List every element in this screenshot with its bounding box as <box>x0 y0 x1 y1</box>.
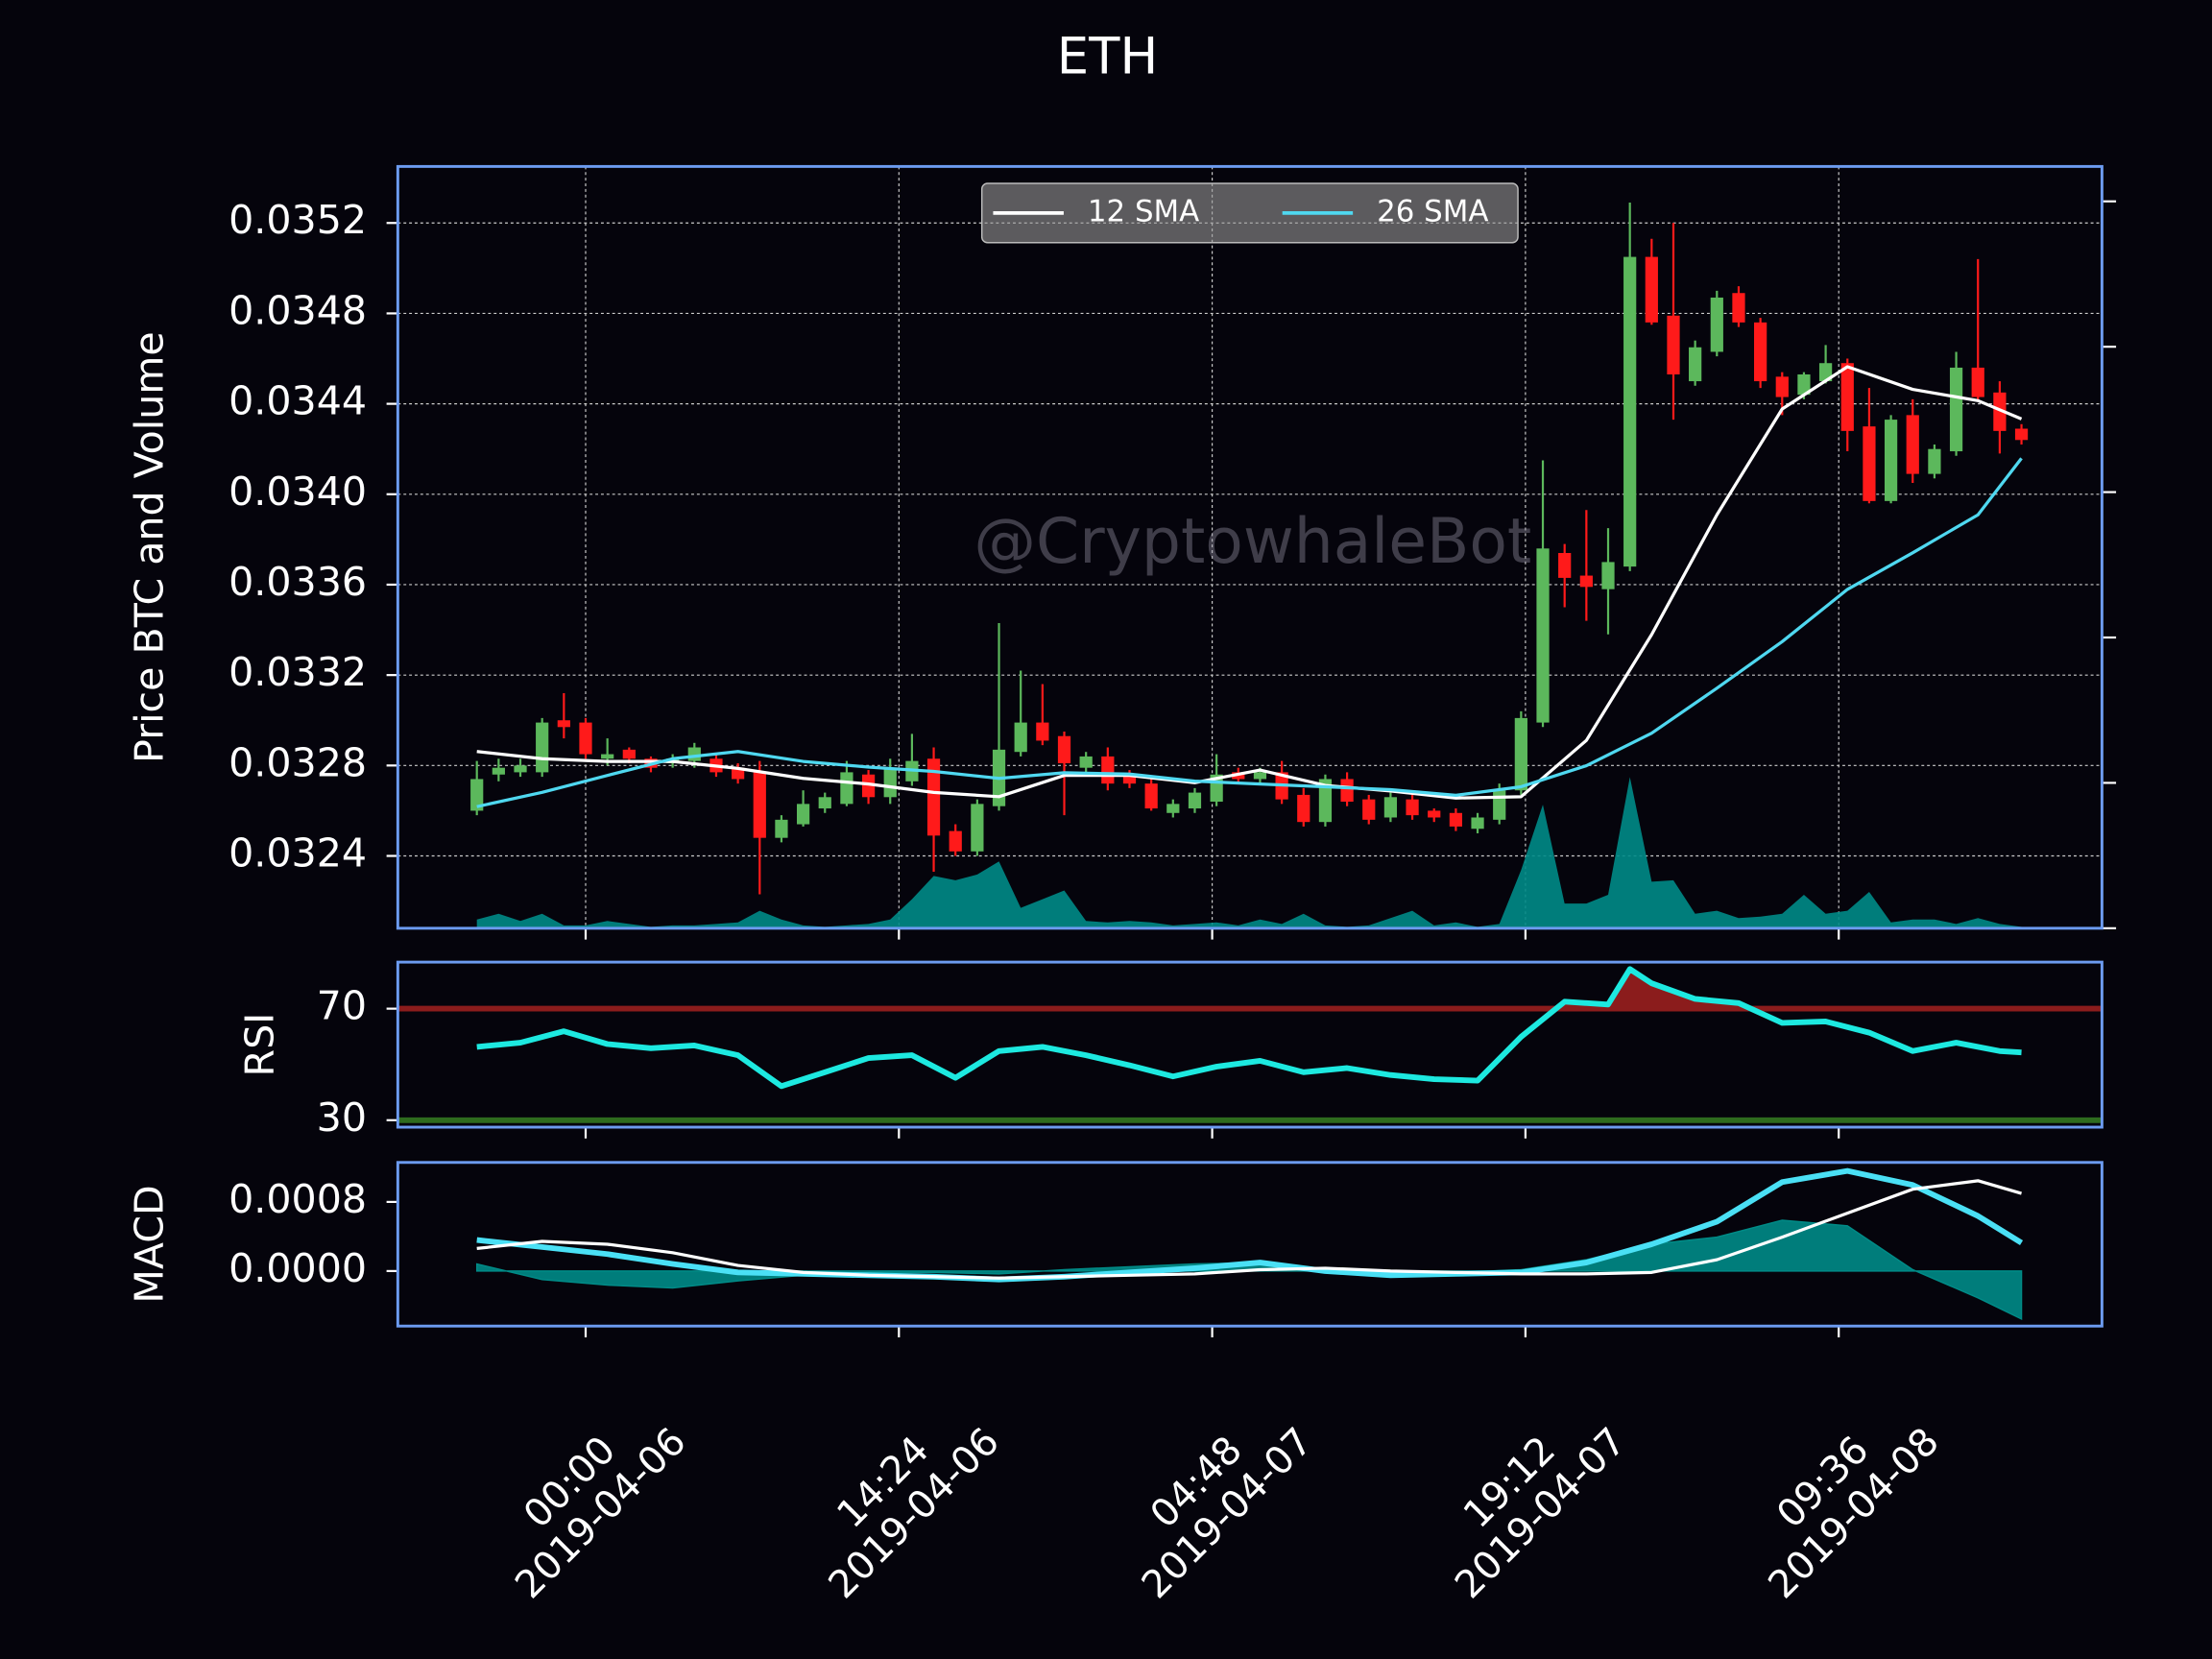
y-tick-label: 70 <box>317 983 367 1029</box>
y-axis-label: Price BTC and Volume <box>127 331 173 763</box>
threshold-fill <box>476 969 2022 1009</box>
candle-body <box>1101 756 1115 784</box>
candle-body <box>1014 722 1027 753</box>
candle-body <box>2014 428 2029 441</box>
candle-body <box>1689 347 1702 382</box>
candle-body <box>1253 772 1267 780</box>
y-tick-label: 30 <box>317 1094 367 1141</box>
candle-body <box>1710 297 1723 352</box>
candle-body <box>1471 817 1484 830</box>
candle-body <box>1318 779 1333 823</box>
candle-body <box>1514 717 1527 791</box>
candle-body <box>1971 367 1984 397</box>
candle-body <box>818 797 831 809</box>
axes-frame <box>396 164 2104 930</box>
candle-body <box>470 779 484 811</box>
series-line <box>476 1179 2022 1280</box>
series-line <box>476 457 2023 808</box>
candle-body <box>1036 722 1049 741</box>
legend-box <box>980 182 1519 244</box>
chart-title: ETH <box>1057 27 1158 85</box>
candle-body <box>536 722 549 773</box>
candle-body <box>1122 774 1137 784</box>
plot-area <box>475 1167 2024 1321</box>
legend-label: 26 SMA <box>1377 194 1488 228</box>
candle-body <box>1057 735 1071 763</box>
axes-frame <box>396 1161 2104 1328</box>
candle-body <box>796 804 810 825</box>
plot-area <box>397 166 2103 928</box>
candle-body <box>1428 810 1441 818</box>
candle-body <box>1906 415 1919 474</box>
series-line <box>476 966 2022 1090</box>
candle-body <box>1383 797 1398 818</box>
candle-body <box>926 758 941 836</box>
candle-body <box>1536 548 1550 723</box>
candle-body <box>732 767 745 780</box>
candle-body <box>1775 376 1789 397</box>
candle-body <box>861 774 876 798</box>
candle-body <box>1144 783 1158 809</box>
candle-body <box>1667 315 1680 375</box>
candle-body <box>601 754 614 759</box>
y-tick-label: 0.0328 <box>228 739 367 785</box>
candle-body <box>1493 790 1506 820</box>
legend-label: 12 SMA <box>1088 194 1199 228</box>
candle-body <box>949 830 962 852</box>
candle-body <box>1928 448 1941 474</box>
axes-frame <box>396 960 2104 1129</box>
candle-body <box>1949 367 1963 452</box>
candle-body <box>1188 792 1202 809</box>
series-line <box>476 365 2023 800</box>
candle-body <box>840 772 854 805</box>
candle-body <box>1449 812 1463 827</box>
candle-body <box>1863 426 1876 501</box>
y-tick-label: 0.0332 <box>228 649 367 695</box>
candle-body <box>883 767 897 798</box>
y-tick-label: 0.0008 <box>228 1176 367 1222</box>
candle-body <box>775 819 788 838</box>
candle-body <box>1601 562 1615 589</box>
candle-body <box>492 767 505 775</box>
candle-body <box>1166 804 1180 813</box>
candle-body <box>579 722 592 755</box>
candle-body <box>557 720 570 728</box>
candle-body <box>753 772 766 838</box>
y-tick-label: 0.0324 <box>228 830 367 877</box>
y-tick-label: 0.0340 <box>228 469 367 515</box>
y-axis-label: RSI <box>236 1013 282 1077</box>
candle-body <box>1362 799 1376 820</box>
volume-area <box>476 777 2022 928</box>
candle-body <box>1558 553 1572 578</box>
y-tick-label: 0.0348 <box>228 287 367 333</box>
y-axis-label: MACD <box>127 1185 173 1303</box>
candle-body <box>514 765 527 773</box>
candle-body <box>1297 794 1310 823</box>
candle-body <box>1840 363 1854 431</box>
candle-body <box>1818 363 1833 382</box>
y-tick-label: 0.0352 <box>228 197 367 243</box>
candle-body <box>622 749 636 759</box>
candle-body <box>1623 256 1637 567</box>
y-tick-label: 0.0336 <box>228 559 367 605</box>
candle-body <box>1340 779 1354 803</box>
y-tick-label: 0.0000 <box>228 1245 367 1291</box>
y-tick-label: 0.0344 <box>228 378 367 424</box>
candle-body <box>1732 293 1745 323</box>
candle-body <box>1406 799 1419 816</box>
candle-body <box>1579 575 1593 588</box>
candle-body <box>1079 756 1093 768</box>
candle-body <box>971 804 984 852</box>
watermark: @CryptowhaleBot <box>974 506 1531 578</box>
candle-body <box>1797 374 1811 396</box>
plot-area <box>397 966 2103 1123</box>
candle-body <box>1645 256 1658 323</box>
candle-body <box>1993 392 2007 431</box>
candle-body <box>1754 322 1767 382</box>
candle-body <box>687 747 701 761</box>
candle-body <box>1884 420 1898 501</box>
series-line <box>476 1167 2024 1283</box>
